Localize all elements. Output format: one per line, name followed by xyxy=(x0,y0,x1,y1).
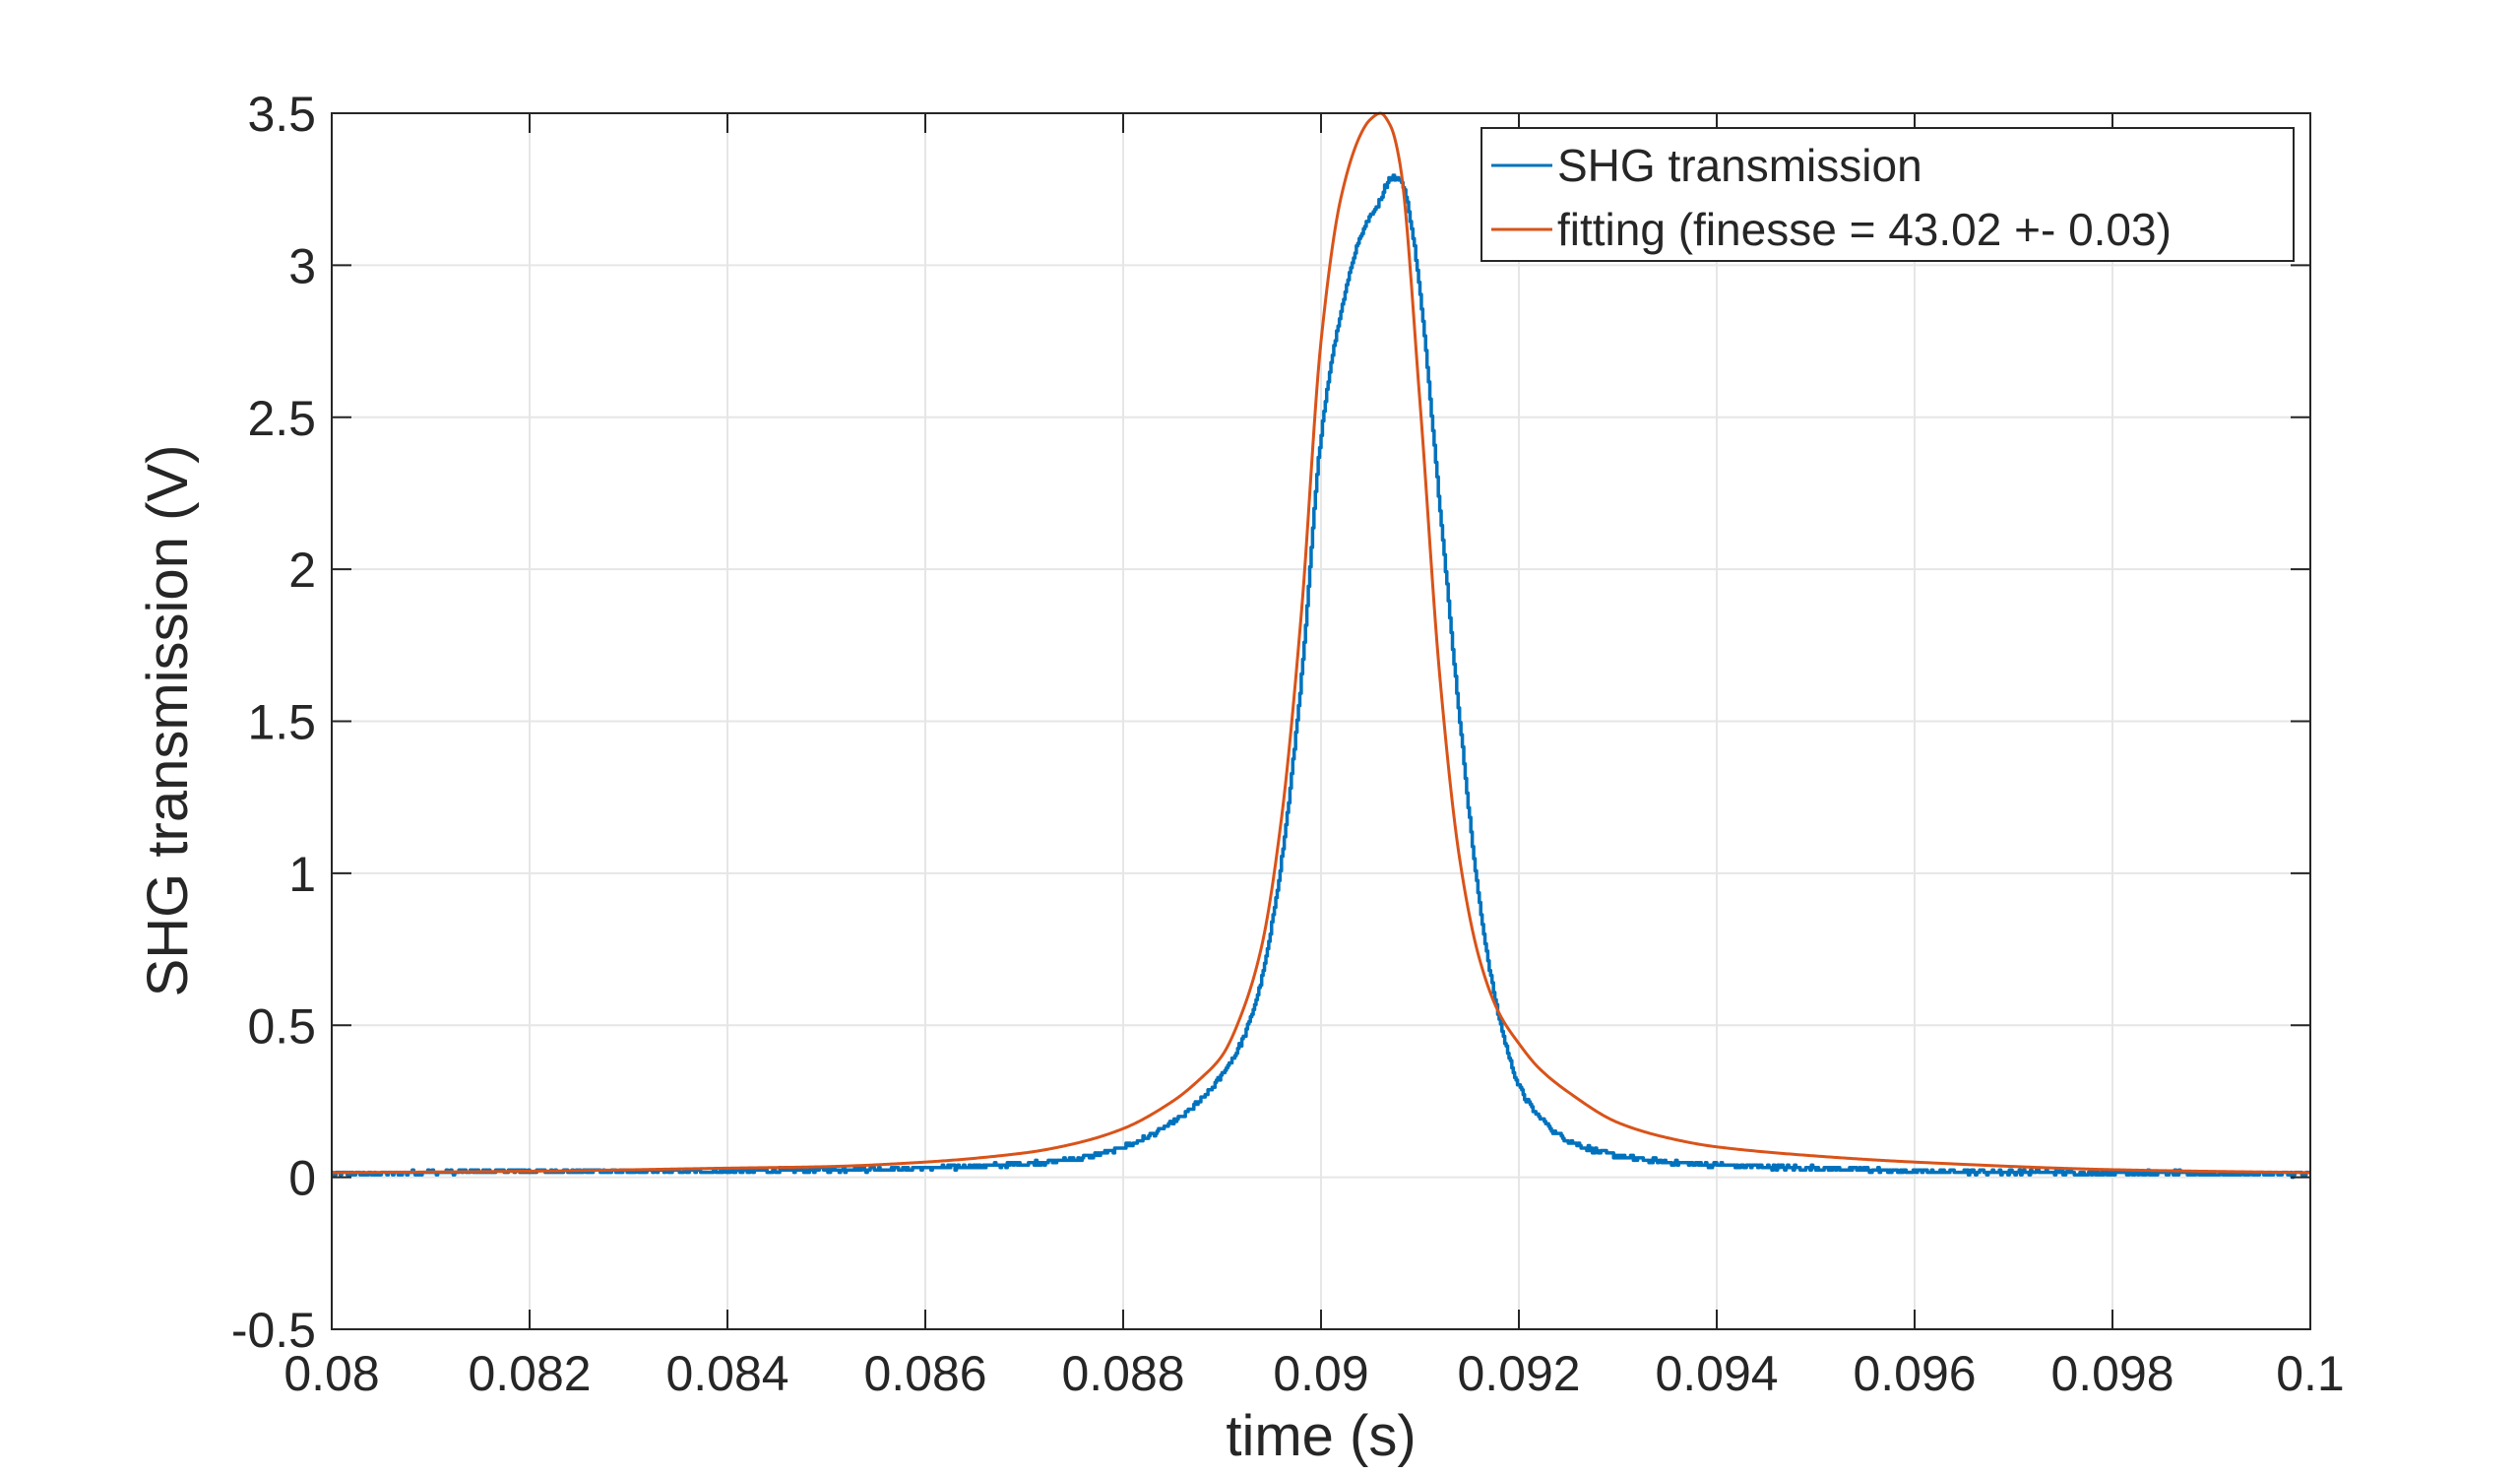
y-tick-label: -0.5 xyxy=(231,1303,316,1358)
y-tick-label: 1.5 xyxy=(247,695,316,750)
legend: SHG transmission fitting (finesse = 43.0… xyxy=(1480,127,2295,262)
y-tick-label: 2 xyxy=(288,543,316,598)
axis-ticks xyxy=(331,112,2311,1330)
x-tick-label: 0.082 xyxy=(468,1346,591,1401)
y-tick-label: 1 xyxy=(288,847,316,902)
legend-label-shg-transmission: SHG transmission xyxy=(1557,140,1922,191)
x-tick-label: 0.084 xyxy=(665,1346,788,1401)
legend-box xyxy=(1480,127,2295,262)
legend-label-fitting: fitting (finesse = 43.02 +- 0.03) xyxy=(1557,204,2172,255)
y-tick-label: 3.5 xyxy=(247,87,316,142)
x-tick-label: 0.088 xyxy=(1061,1346,1184,1401)
x-tick-label: 0.08 xyxy=(284,1346,379,1401)
y-tick-label: 3 xyxy=(288,238,316,293)
x-tick-label: 0.092 xyxy=(1457,1346,1580,1401)
x-tick-label: 0.1 xyxy=(2276,1346,2345,1401)
y-tick-label: 2.5 xyxy=(247,391,316,446)
series-lines xyxy=(331,111,2311,1180)
x-axis-title: time (s) xyxy=(1226,1404,1416,1468)
y-tick-label: 0 xyxy=(288,1151,316,1206)
x-tick-label: 0.09 xyxy=(1273,1346,1368,1401)
x-tick-labels: 0.08 0.082 0.084 0.086 0.088 0.09 0.092 0.094 0.… xyxy=(284,1346,2344,1401)
series-line-shg-transmission xyxy=(331,173,2311,1180)
y-tick-labels: -0.5 0 0.5 1 1.5 2 2.5 3 3.5 xyxy=(231,87,316,1358)
x-tick-label: 0.098 xyxy=(2050,1346,2174,1401)
x-tick-label: 0.094 xyxy=(1655,1346,1778,1401)
y-axis-title: SHG transmission (V) xyxy=(136,445,200,997)
series-line-fitting xyxy=(331,111,2311,1175)
x-tick-label: 0.096 xyxy=(1853,1346,1976,1401)
x-tick-label: 0.086 xyxy=(863,1346,986,1401)
y-tick-label: 0.5 xyxy=(247,998,316,1054)
